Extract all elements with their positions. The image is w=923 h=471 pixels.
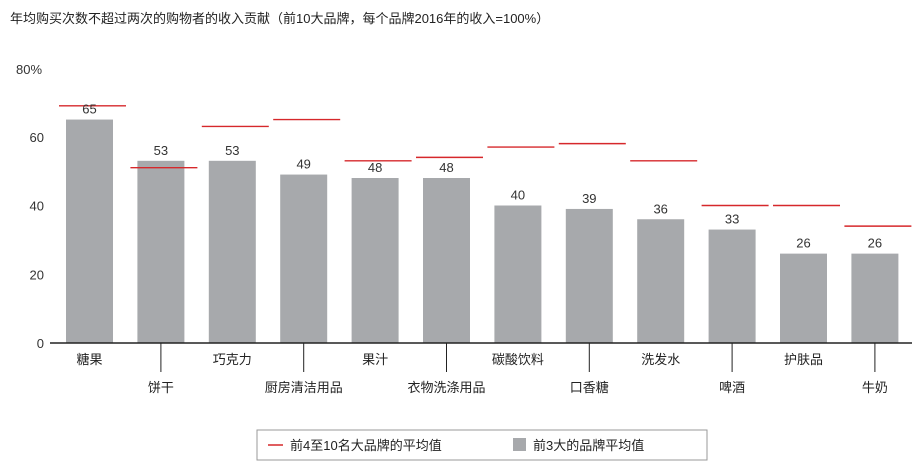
bar-value-label: 65 — [82, 102, 96, 117]
legend-label-top4-10: 前4至10名大品牌的平均值 — [290, 438, 442, 453]
category-label: 糖果 — [76, 352, 102, 367]
y-tick-label: 60 — [30, 130, 44, 145]
chart-title: 年均购买次数不超过两次的购物者的收入贡献（前10大品牌，每个品牌2016年的收入… — [10, 11, 550, 26]
average-markers — [59, 105, 912, 227]
bar-value-label: 49 — [296, 157, 310, 172]
bars — [66, 119, 899, 343]
legend-bar-swatch — [513, 438, 526, 451]
y-axis-ticks: 0 20 40 60 — [30, 130, 44, 351]
category-label: 巧克力 — [213, 352, 252, 367]
category-label: 牛奶 — [862, 380, 888, 395]
bar — [208, 160, 256, 343]
bar-value-label: 48 — [368, 160, 382, 175]
bar-value-label: 26 — [868, 236, 882, 251]
category-label: 洗发水 — [641, 352, 680, 367]
category-label: 饼干 — [148, 380, 174, 395]
bar — [66, 119, 113, 343]
bar — [780, 253, 827, 343]
bar — [637, 219, 685, 343]
bar — [351, 178, 399, 343]
bar-value-label: 48 — [439, 160, 453, 175]
legend-label-top3: 前3大的品牌平均值 — [533, 438, 644, 453]
bar — [494, 205, 542, 343]
bar-value-label: 40 — [511, 188, 525, 203]
bar — [851, 253, 899, 343]
legend: 前4至10名大品牌的平均值 前3大的品牌平均值 — [256, 429, 708, 461]
category-label: 护肤品 — [784, 352, 823, 367]
y-tick-label: 20 — [30, 267, 44, 282]
category-label: 厨房清洁用品 — [265, 380, 343, 395]
bar-value-label: 53 — [225, 143, 239, 158]
bar-value-label: 53 — [154, 143, 168, 158]
bar-value-label: 26 — [796, 236, 810, 251]
category-label: 口香糖 — [570, 380, 609, 395]
bar-value-label: 36 — [653, 201, 667, 216]
bar-value-label: 33 — [725, 212, 739, 227]
y-axis-top-label: 80% — [16, 62, 42, 77]
category-label: 衣物洗涤用品 — [407, 380, 485, 395]
bar — [565, 208, 613, 343]
bar — [708, 229, 756, 343]
category-label: 果汁 — [362, 352, 388, 367]
bar — [423, 178, 470, 343]
bar — [137, 160, 185, 343]
category-label: 碳酸饮料 — [492, 352, 544, 367]
bar — [280, 174, 328, 343]
category-label: 啤酒 — [719, 380, 745, 395]
legend-box — [256, 429, 708, 461]
y-tick-label: 0 — [37, 336, 44, 351]
value-labels: 65 53 53 49 48 48 40 39 36 33 26 26 — [82, 102, 882, 251]
y-tick-label: 40 — [30, 199, 44, 214]
bar-value-label: 39 — [582, 191, 596, 206]
